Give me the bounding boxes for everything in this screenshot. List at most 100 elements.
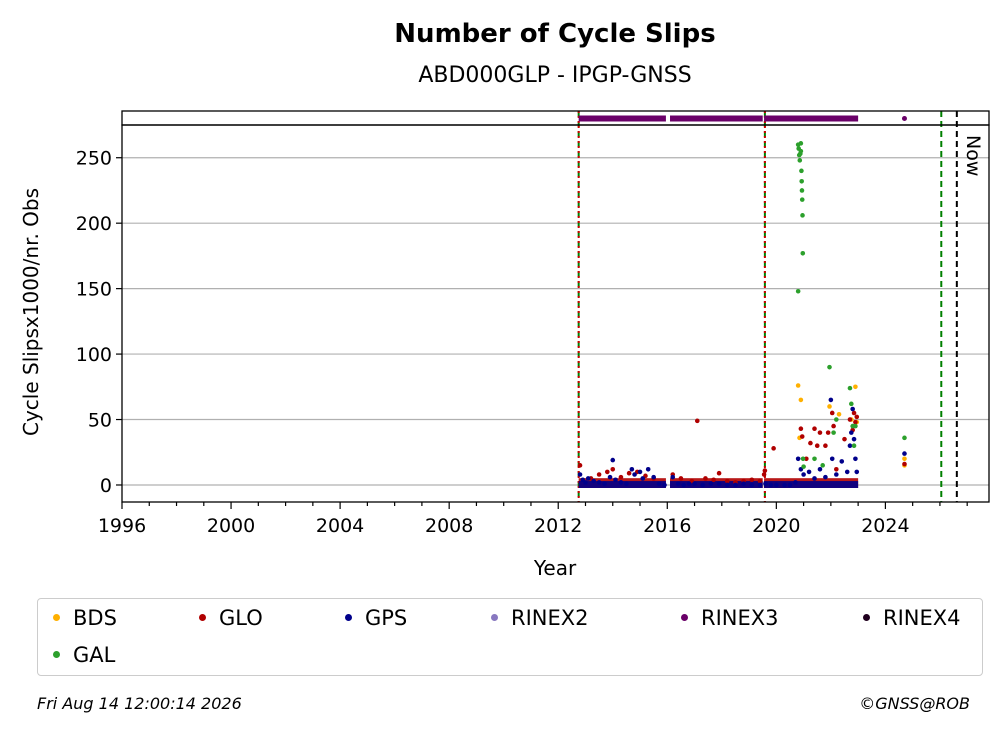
gps-point	[782, 482, 787, 488]
y-tick-label: 250	[76, 148, 112, 170]
glo-point	[694, 418, 700, 424]
x-axis-label: Year	[533, 556, 577, 580]
legend-marker	[199, 613, 206, 621]
gps-point	[763, 481, 768, 486]
legend-marker	[345, 613, 352, 621]
legend-item-bds: BDS	[53, 605, 117, 631]
x-tick-label: 2004	[316, 515, 364, 537]
gal-point	[799, 178, 804, 184]
gps-point	[724, 482, 730, 488]
gal-point	[799, 168, 804, 174]
gps-point	[613, 477, 618, 483]
gps-point	[823, 474, 828, 480]
glo-point	[771, 446, 776, 451]
gps-baseline-band	[670, 481, 763, 488]
glo-point	[831, 423, 836, 429]
gps-point	[700, 482, 706, 488]
glo-point	[829, 410, 835, 416]
gps-point	[681, 482, 686, 488]
glo-point	[799, 434, 805, 439]
gps-point	[591, 478, 596, 484]
gal-point	[812, 456, 817, 462]
gps-point	[828, 397, 834, 403]
legend-label: BDS	[73, 606, 117, 630]
gps-point	[850, 406, 855, 412]
gal-point	[820, 463, 825, 468]
gal-point	[831, 430, 836, 435]
gps-point	[741, 481, 746, 486]
x-tick-label: 2000	[207, 515, 255, 537]
gps-point	[632, 472, 637, 477]
gps-point	[806, 469, 812, 475]
gps-point	[847, 443, 853, 449]
now-label: Now	[962, 135, 984, 176]
gps-point	[602, 481, 607, 486]
plot-frame	[121, 124, 990, 503]
gps-point	[839, 459, 845, 464]
gps-point	[624, 481, 629, 486]
legend-marker	[53, 650, 60, 658]
glo-point	[817, 430, 823, 435]
y-tick-label: 150	[76, 279, 112, 301]
legend-marker	[863, 613, 870, 621]
glo-point	[814, 443, 820, 449]
rinex3-point	[901, 116, 907, 121]
bds-point	[902, 456, 907, 462]
gps-point	[716, 481, 722, 486]
gps-point	[629, 466, 635, 472]
glo-point	[825, 430, 831, 435]
bds-point	[795, 383, 801, 388]
glo-point	[757, 478, 763, 484]
x-tick-label: 1996	[98, 515, 146, 537]
gal-point	[797, 158, 803, 163]
gal-point	[847, 385, 853, 391]
glo-point	[902, 461, 907, 467]
bds-point	[853, 384, 858, 390]
glo-point	[808, 440, 813, 446]
glo-point	[716, 470, 722, 476]
gps-point	[577, 472, 583, 477]
legend-label: GLO	[219, 606, 263, 630]
footer-timestamp: Fri Aug 14 12:00:14 2026	[37, 694, 242, 713]
legend-label: RINEX4	[883, 606, 961, 630]
gal-point	[798, 148, 804, 154]
gal-point	[799, 188, 805, 193]
gps-point	[662, 482, 667, 488]
gps-point	[787, 482, 793, 488]
gal-point	[801, 464, 806, 469]
legend-item-rinex4: RINEX4	[863, 605, 961, 631]
glo-point	[703, 476, 708, 481]
gps-point	[834, 472, 839, 477]
y-tick-label: 100	[76, 344, 112, 366]
gps-point	[670, 474, 676, 480]
gps-baseline-band	[764, 481, 859, 488]
bds-point	[827, 404, 832, 409]
gal-point	[834, 417, 839, 422]
gps-point	[651, 474, 656, 480]
gps-point	[757, 482, 763, 488]
footer-credit: ©GNSS@ROB	[859, 694, 970, 713]
glo-point	[605, 469, 610, 475]
legend-label: GPS	[365, 606, 408, 630]
gps-point	[829, 456, 835, 462]
gal-point	[849, 401, 854, 407]
bds-point	[798, 397, 804, 403]
chart-subtitle: ABD000GLP - IPGP-GNSS	[418, 63, 691, 88]
gps-point	[749, 482, 755, 488]
glo-point	[724, 478, 730, 484]
gps-point	[733, 482, 738, 488]
gal-point	[795, 288, 801, 294]
legend-label: RINEX3	[701, 606, 779, 630]
glo-point	[804, 456, 809, 462]
x-tick-label: 2008	[425, 515, 473, 537]
gps-baseline-band	[578, 481, 666, 488]
gps-point	[793, 480, 798, 485]
chart-title: Number of Cycle Slips	[394, 19, 715, 49]
legend-label: RINEX2	[511, 606, 589, 630]
y-tick-label: 50	[88, 410, 112, 432]
gps-point	[817, 466, 823, 472]
gps-point	[812, 476, 817, 481]
glo-point	[610, 466, 616, 472]
glo-point	[749, 477, 755, 483]
rinex-strip-frame	[121, 110, 990, 126]
